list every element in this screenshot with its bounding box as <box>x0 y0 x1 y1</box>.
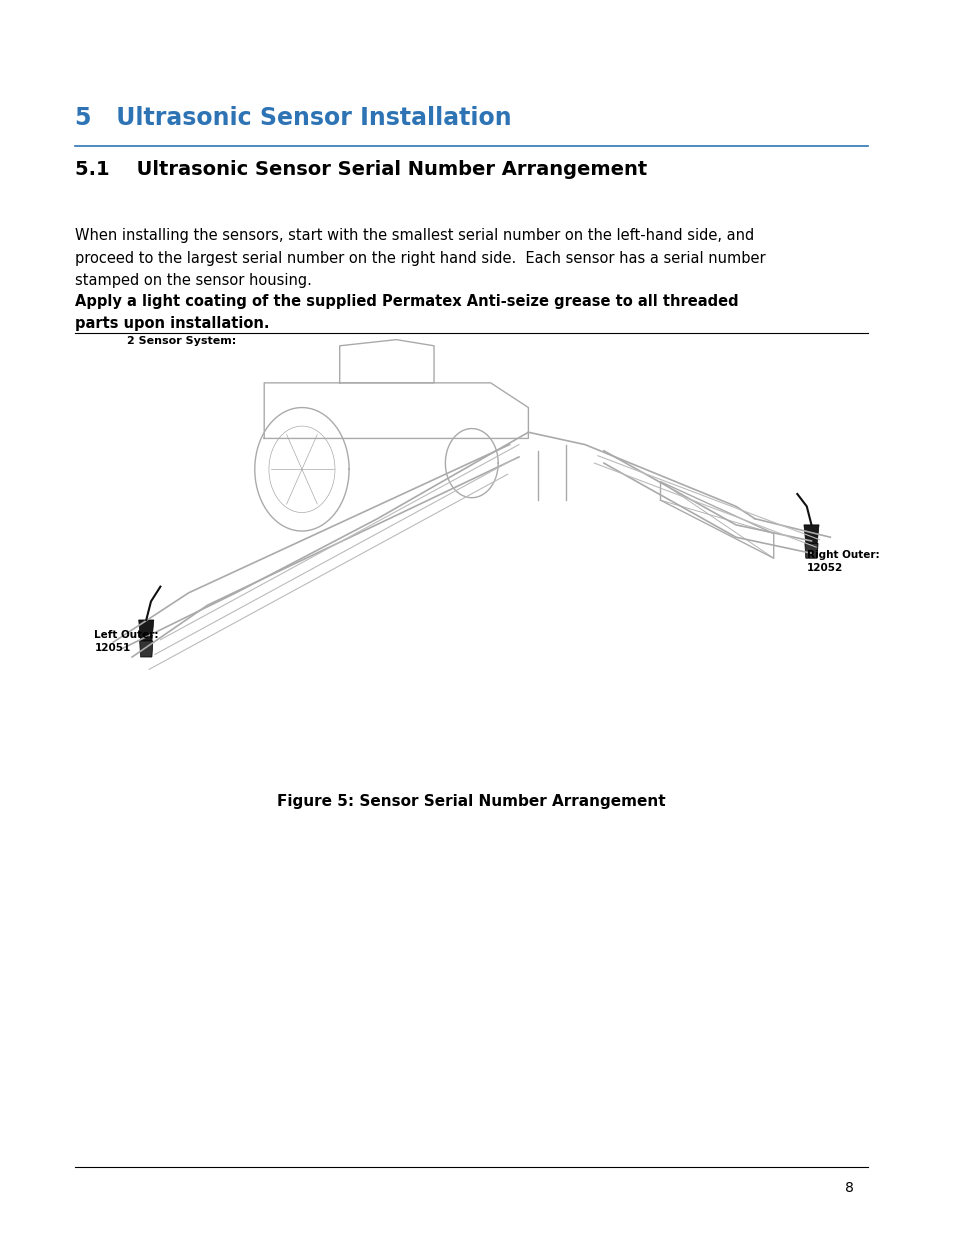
Text: Figure 5: Sensor Serial Number Arrangement: Figure 5: Sensor Serial Number Arrangeme… <box>277 794 665 809</box>
Text: 2 Sensor System:: 2 Sensor System: <box>128 336 236 346</box>
Text: 5   Ultrasonic Sensor Installation: 5 Ultrasonic Sensor Installation <box>75 106 512 130</box>
Text: 5.1    Ultrasonic Sensor Serial Number Arrangement: 5.1 Ultrasonic Sensor Serial Number Arra… <box>75 161 647 179</box>
Text: When installing the sensors, start with the smallest serial number on the left-h: When installing the sensors, start with … <box>75 228 765 288</box>
Polygon shape <box>139 641 152 657</box>
Text: 8: 8 <box>844 1182 853 1195</box>
Polygon shape <box>803 525 819 543</box>
Polygon shape <box>804 543 818 558</box>
Text: Apply a light coating of the supplied Permatex Anti-seize grease to all threaded: Apply a light coating of the supplied Pe… <box>75 294 739 331</box>
Polygon shape <box>138 620 153 641</box>
Text: Left Outer:
12051: Left Outer: 12051 <box>94 630 159 653</box>
Text: Right Outer:
12052: Right Outer: 12052 <box>806 550 879 573</box>
